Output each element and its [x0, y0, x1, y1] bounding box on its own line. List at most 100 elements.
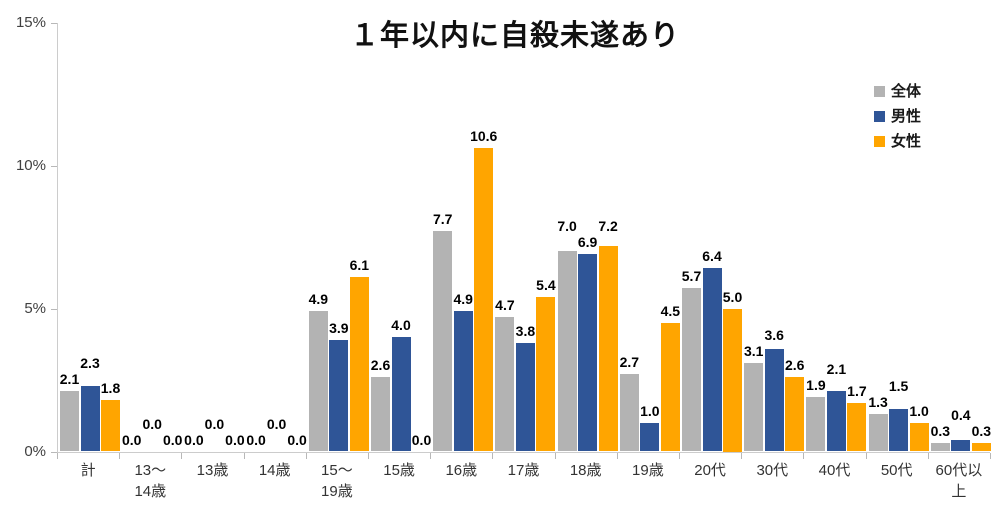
bar-value-label: 0.0	[121, 431, 142, 448]
bar-男性-10	[702, 268, 722, 452]
bar-value-label: 7.0	[557, 218, 577, 235]
bar-value-label: 1.0	[640, 402, 660, 419]
bar-全体-4	[308, 311, 328, 452]
x-axis-category-label: 19歳	[632, 461, 664, 479]
x-axis-category-label: 13〜 14歳	[134, 461, 167, 500]
bar-value-label: 3.9	[329, 319, 349, 336]
bar-value-label: 0.0	[225, 431, 245, 448]
bar-value-label: 7.7	[432, 211, 453, 228]
bar-女性-6	[474, 148, 494, 452]
x-axis-category-label: 13歳	[196, 461, 229, 479]
bar-value-label: 1.9	[806, 377, 826, 394]
bar-value-label: 6.1	[349, 257, 370, 274]
bar-男性-0	[80, 385, 100, 452]
bar-value-label: 7.2	[598, 218, 618, 235]
legend-label-dansei: 男性	[891, 108, 922, 125]
bar-女性-9	[660, 322, 680, 452]
x-axis-tick	[243, 452, 245, 459]
x-axis-tick	[492, 452, 494, 459]
bar-value-label: 0.0	[246, 431, 266, 448]
legend: 全体 男性 女性	[874, 84, 921, 149]
x-axis-line	[57, 451, 990, 453]
bar-男性-5	[391, 337, 411, 452]
bar-女性-7	[536, 297, 556, 452]
bar-男性-8	[578, 254, 598, 452]
bar-男性-13	[889, 408, 909, 452]
bar-value-label: 3.1	[743, 342, 764, 359]
bar-value-label: 2.1	[826, 361, 847, 378]
x-axis-category-label: 50代	[880, 461, 913, 479]
bar-value-label: 5.7	[681, 268, 702, 285]
chart-title: １年以内に自殺未遂あり	[349, 20, 680, 52]
bar-value-label: 0.0	[287, 431, 307, 448]
x-axis-category-label: 20代	[694, 461, 726, 479]
bar-全体-8	[557, 251, 577, 452]
bar-男性-12	[826, 391, 846, 452]
x-axis-tick	[741, 452, 743, 459]
x-axis-category-label: 30代	[756, 461, 789, 479]
bar-value-label: 6.9	[577, 234, 598, 251]
bar-全体-13	[868, 414, 888, 452]
bar-女性-12	[847, 402, 867, 452]
bar-value-label: 0.0	[142, 415, 162, 432]
bar-女性-0	[101, 400, 120, 452]
bar-女性-11	[785, 377, 805, 452]
bar-value-label: 4.9	[308, 291, 329, 308]
bar-男性-7	[515, 342, 535, 452]
y-axis-line	[57, 22, 58, 452]
bar-value-label: 6.4	[702, 248, 722, 265]
y-axis-tick-label: 0%	[24, 442, 46, 460]
x-axis-category-label: 60代以 上	[935, 461, 983, 500]
bar-value-label: 2.7	[619, 354, 640, 371]
bar-value-label: 0.0	[266, 415, 287, 432]
x-axis-category-label: 計	[80, 461, 96, 479]
bar-全体-7	[495, 317, 515, 452]
bar-value-label: 1.7	[847, 382, 867, 399]
y-axis-tick	[51, 451, 57, 453]
bar-男性-6	[453, 311, 473, 452]
x-axis-tick	[57, 452, 58, 459]
bar-value-label: 4.9	[453, 291, 473, 308]
bar-value-label: 0.3	[930, 422, 951, 439]
bar-value-label: 4.7	[495, 297, 515, 314]
bar-value-label: 0.0	[411, 431, 432, 448]
bar-value-label: 4.0	[391, 317, 411, 334]
bar-value-label: 2.1	[59, 371, 80, 388]
x-axis-tick	[181, 452, 183, 459]
x-axis-tick	[990, 452, 991, 459]
x-axis-tick	[305, 452, 307, 459]
bar-value-label: 2.6	[370, 357, 391, 374]
y-axis-tick-label: 15%	[15, 13, 46, 31]
bar-value-label: 3.8	[515, 322, 536, 339]
bar-value-label: 0.0	[204, 415, 225, 432]
bar-value-label: 0.0	[162, 431, 183, 448]
bar-女性-10	[723, 308, 742, 452]
bar-女性-13	[909, 422, 929, 452]
x-axis-tick	[865, 452, 867, 459]
bar-男性-9	[640, 422, 660, 452]
bar-value-label: 1.3	[868, 394, 888, 411]
bar-value-label: 4.5	[660, 302, 681, 319]
x-axis-category-label: 40代	[818, 461, 851, 479]
legend-swatch-josei	[874, 136, 885, 147]
bar-value-label: 1.8	[100, 380, 121, 397]
bar-value-label: 1.0	[909, 402, 929, 419]
x-axis-category-label: 15歳	[383, 461, 415, 479]
bar-value-label: 0.4	[951, 406, 971, 423]
y-axis-tick	[51, 22, 57, 24]
x-axis-tick	[616, 452, 618, 459]
bar-女性-4	[349, 277, 369, 452]
bar-全体-5	[371, 377, 390, 452]
x-axis-tick	[927, 452, 929, 459]
x-axis-category-label: 17歳	[507, 461, 540, 479]
x-axis-category-label: 18歳	[569, 461, 602, 479]
x-axis-category-label: 14歳	[258, 461, 291, 479]
y-axis-tick-label: 5%	[24, 299, 46, 317]
bar-男性-4	[329, 339, 349, 452]
bar-value-label: 0.3	[971, 422, 992, 439]
x-axis-tick	[554, 452, 556, 459]
bar-全体-12	[806, 397, 826, 452]
bar-男性-14	[951, 440, 971, 452]
legend-swatch-dansei	[874, 111, 885, 122]
